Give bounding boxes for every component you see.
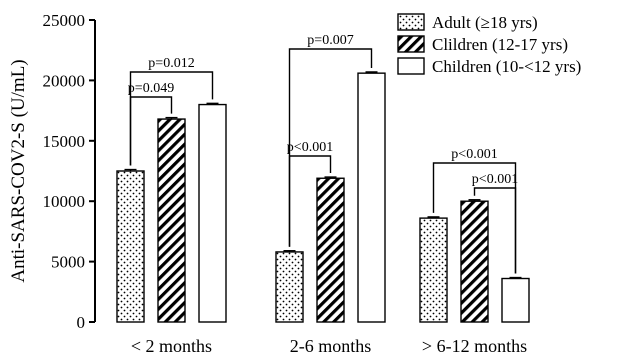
bar: [316, 177, 345, 323]
significance-brackets: p=0.049 p=0.012 p<0.001 p=0.007 p<0.001 p<0.0…: [128, 33, 518, 274]
bar: [116, 170, 145, 323]
y-tick-label: 10000: [43, 192, 86, 211]
x-category-label: < 2 months: [131, 336, 212, 356]
bar: [501, 277, 530, 323]
y-axis-title: Anti-SARS-COV2-S (U/mL): [8, 59, 29, 282]
y-tick-label: 20000: [43, 71, 86, 90]
x-category-label: 2-6 months: [290, 336, 372, 356]
bar: [357, 72, 386, 323]
p-value-label: p=0.012: [148, 56, 194, 71]
bar: [198, 103, 227, 323]
bars-layer: [116, 71, 530, 323]
legend-swatch: [397, 13, 425, 31]
x-category-label: > 6-12 months: [422, 336, 527, 356]
significance-bracket: [288, 48, 373, 247]
legend-swatch: [397, 57, 425, 75]
x-category-labels: < 2 months 2-6 months > 6-12 months: [131, 336, 527, 356]
bar: [157, 118, 186, 323]
y-tick-label: 5000: [51, 253, 85, 272]
p-value-label: p<0.001: [287, 140, 333, 155]
y-tick-label: 15000: [43, 132, 86, 151]
bar: [460, 200, 489, 323]
legend-swatch: [397, 35, 425, 53]
y-ticks: 0 5000 10000 15000 20000 25000: [43, 11, 95, 332]
y-tick-label: 0: [77, 313, 86, 332]
legend: Adult (≥18 yrs) Clildren (12-17 yrs) Child…: [397, 13, 581, 76]
p-value-label: p=0.049: [128, 81, 174, 96]
y-tick-label: 25000: [43, 11, 86, 30]
legend-label: Adult (≥18 yrs): [432, 13, 538, 32]
significance-bracket: [473, 187, 517, 274]
significance-bracket: [129, 71, 214, 166]
bar: [419, 217, 448, 323]
y-axis: 0 5000 10000 15000 20000 25000 Anti-SARS-COV2…: [8, 11, 96, 332]
legend-label: Children (10-<12 yrs): [432, 57, 581, 76]
p-value-label: p=0.007: [307, 33, 353, 48]
legend-label: Clildren (12-17 yrs): [432, 35, 568, 54]
p-value-label: p<0.001: [472, 172, 518, 187]
bar: [275, 251, 304, 323]
p-value-label: p<0.001: [451, 147, 497, 162]
